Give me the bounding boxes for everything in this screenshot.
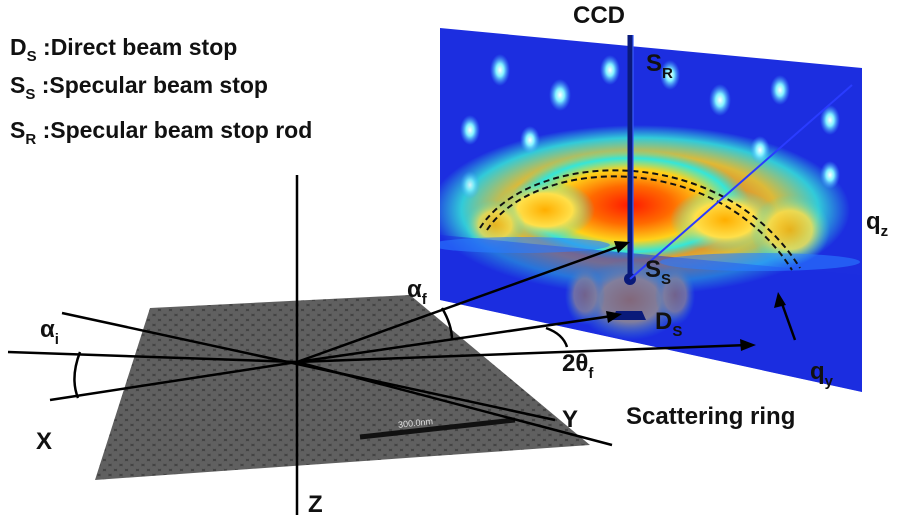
direct-beam-line — [296, 343, 749, 364]
scattering-pattern — [440, 28, 862, 392]
sr-label: SR — [646, 50, 673, 82]
scale-bar — [359, 417, 516, 440]
legend-text: :Specular beam stop — [41, 72, 268, 98]
ccd-detector — [440, 28, 862, 392]
two-theta-f-label: 2θf — [562, 350, 594, 382]
legend-symbol: S — [10, 72, 26, 98]
scattering-ring-arc-outer — [479, 169, 801, 269]
legend-text: :Specular beam stop rod — [42, 117, 313, 143]
y-axis-line — [296, 360, 613, 447]
exit-beam-line — [296, 243, 624, 364]
qz-axis-line — [629, 84, 853, 280]
sample-tilt-line — [61, 311, 556, 422]
x-axis-line — [49, 360, 298, 402]
z-axis-label: Z — [308, 491, 323, 518]
beam-geometry — [7, 84, 853, 515]
incident-beam — [7, 350, 298, 364]
legend-subscript: S — [26, 48, 37, 65]
legend-item-specular-beam-stop-rod: SR :Specular beam stop rod — [10, 117, 313, 148]
legend-symbol: S — [10, 117, 26, 143]
specular-beam-line — [296, 314, 613, 364]
qy-label: qy — [810, 358, 834, 390]
arrowheads — [606, 241, 786, 351]
legend-item-direct-beam-stop: DS :Direct beam stop — [10, 34, 238, 65]
sample-surface — [95, 295, 590, 480]
direct-beam-stop — [612, 311, 646, 320]
scattering-ring-label: Scattering ring — [626, 403, 796, 430]
ss-label: SS — [645, 256, 672, 288]
legend-symbol: D — [10, 34, 27, 60]
legend-subscript: S — [25, 86, 36, 103]
two-theta-f-arc — [545, 326, 569, 348]
ds-label: DS — [655, 308, 683, 340]
legend-text: :Direct beam stop — [43, 34, 238, 60]
alpha-f-label: αf — [407, 276, 427, 308]
legend-item-specular-beam-stop: SS :Specular beam stop — [10, 72, 268, 103]
qz-label: qz — [866, 208, 889, 240]
ccd-label: CCD — [573, 2, 625, 29]
alpha-f-arc — [440, 307, 454, 341]
y-axis-label: Y — [562, 406, 579, 433]
x-axis-label: X — [36, 428, 53, 455]
alpha-i-label: αi — [40, 316, 59, 348]
alpha-i-arc — [73, 351, 82, 399]
legend-subscript: R — [25, 131, 37, 148]
